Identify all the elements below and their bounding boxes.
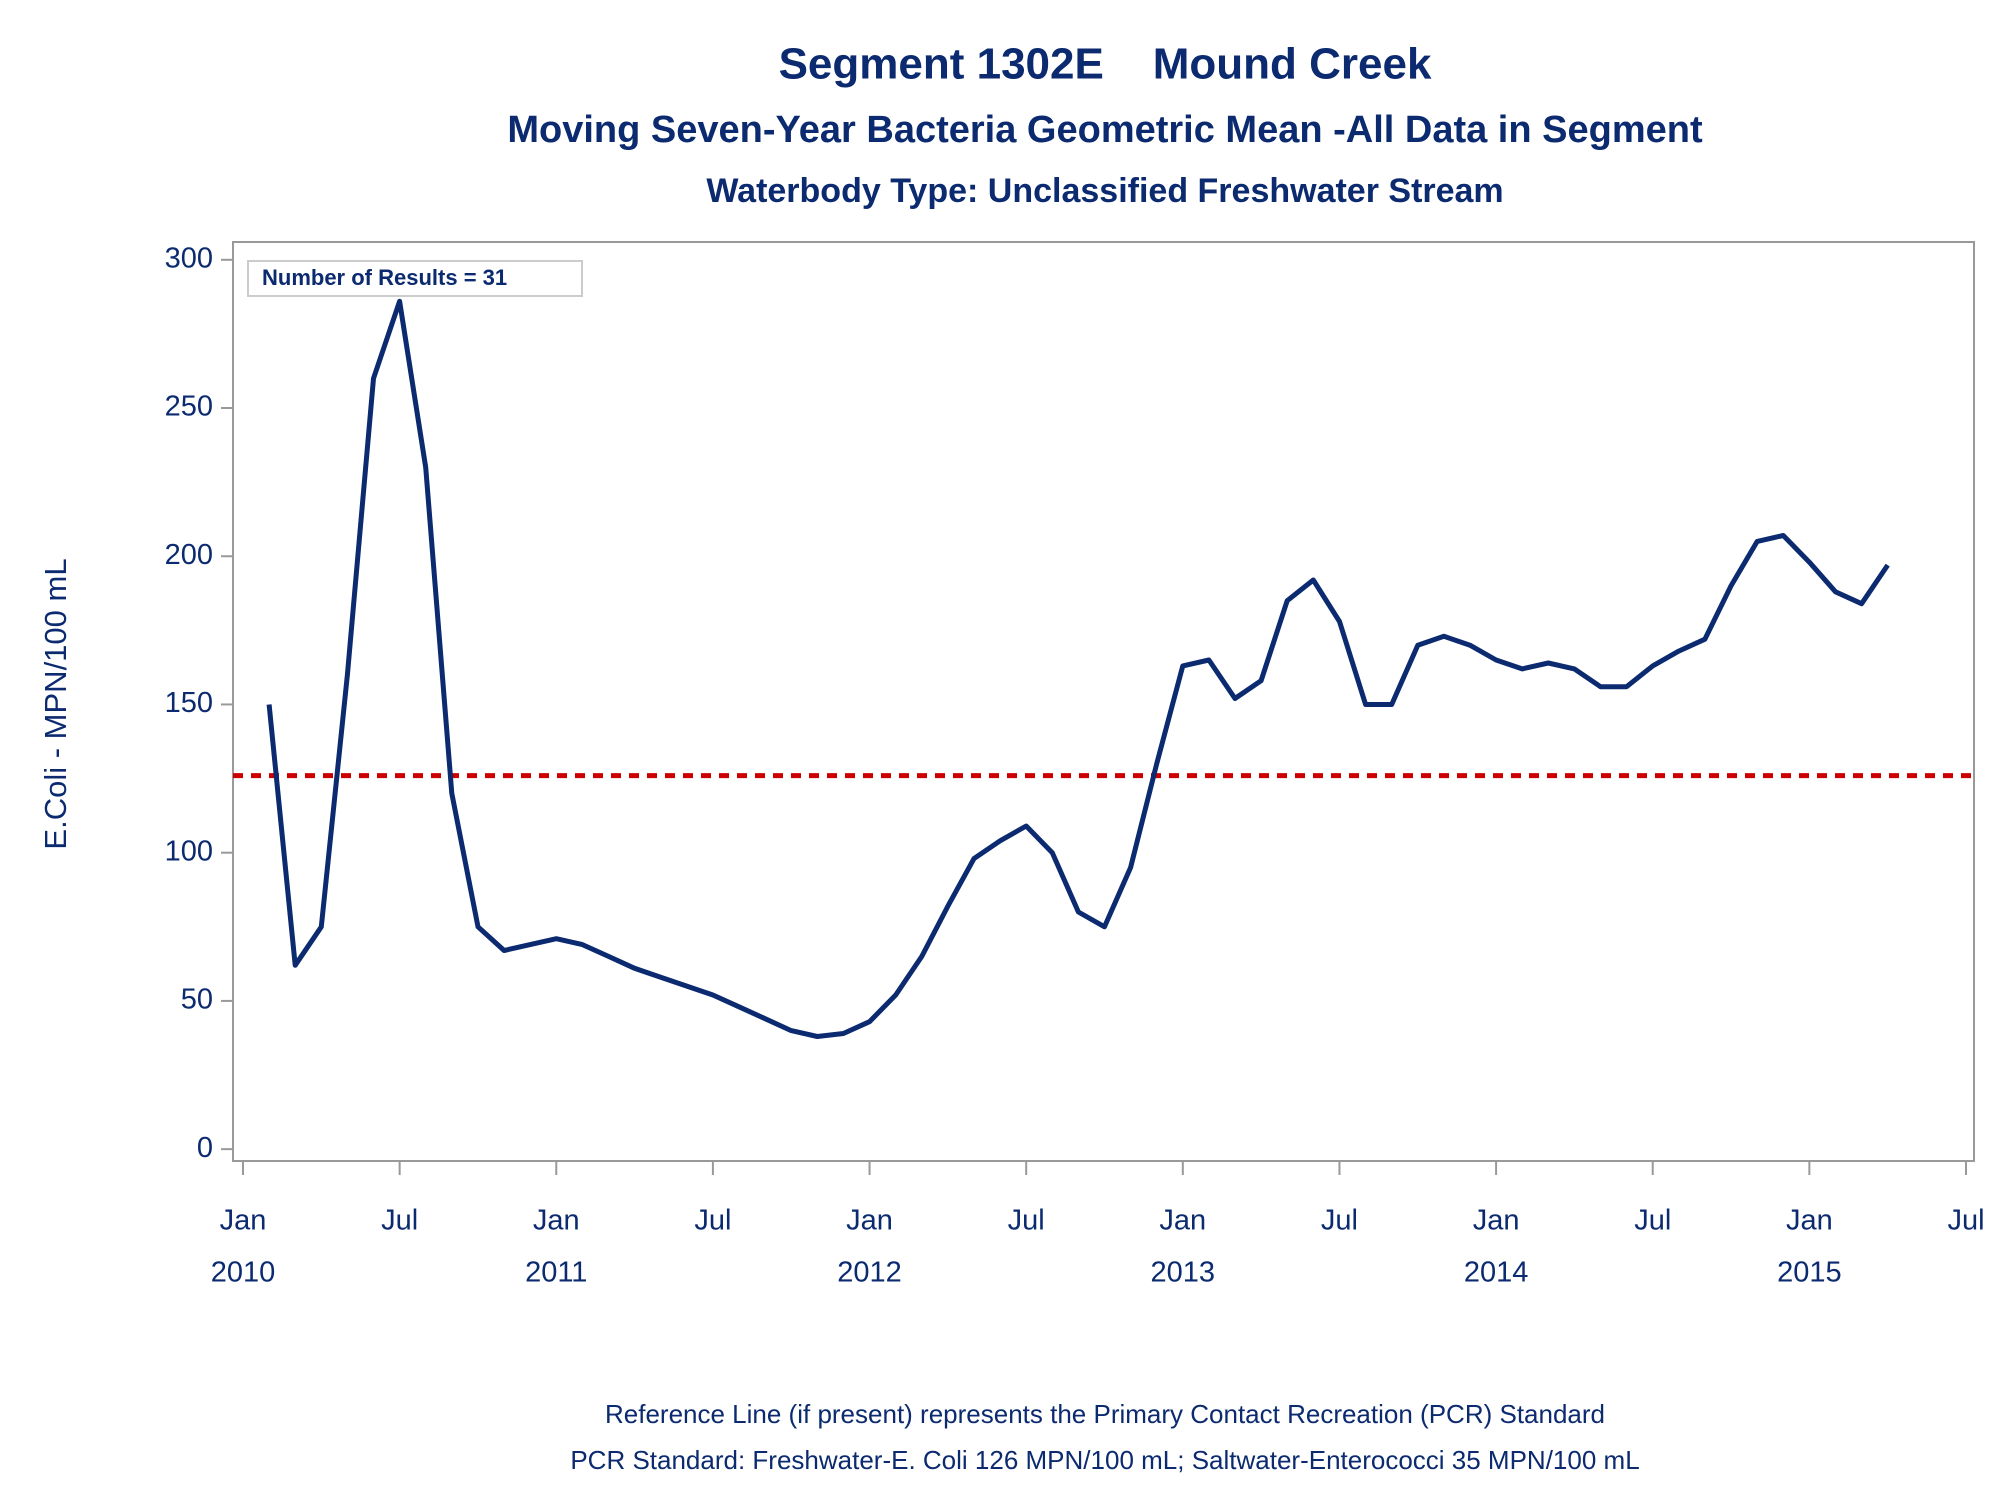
x-tick-label: Jul [1947, 1205, 1984, 1237]
chart-title: Segment 1302E Mound Creek [779, 40, 1432, 89]
y-tick-label: 200 [165, 539, 213, 571]
footnote: PCR Standard: Freshwater-E. Coli 126 MPN… [570, 1445, 1639, 1475]
y-tick-label: 250 [165, 391, 213, 423]
x-tick-label: Jan [220, 1205, 267, 1237]
plot-frame [232, 241, 1975, 1162]
x-tick-year: 2013 [1151, 1257, 1216, 1289]
x-tick-year: 2011 [525, 1257, 587, 1289]
x-tick-label: Jan [1159, 1205, 1206, 1237]
x-tick-year: 2014 [1464, 1257, 1529, 1289]
footnote: Reference Line (if present) represents t… [605, 1399, 1605, 1429]
chart-subtitle: Waterbody Type: Unclassified Freshwater … [706, 172, 1503, 210]
x-tick-year: 2012 [837, 1257, 902, 1289]
x-tick-label: Jul [1321, 1205, 1358, 1237]
x-tick-year: 2015 [1777, 1257, 1842, 1289]
x-tick-label: Jan [846, 1205, 893, 1237]
annotation: Number of Results = 31 [262, 265, 507, 290]
x-tick-year: 2010 [211, 1257, 276, 1289]
x-tick-label: Jan [533, 1205, 580, 1237]
y-tick-label: 50 [181, 984, 213, 1016]
chart-subtitle: Moving Seven-Year Bacteria Geometric Mea… [507, 109, 1703, 151]
annotation-box [247, 260, 583, 297]
data-line [266, 298, 1890, 1039]
y-tick-label: 100 [165, 835, 213, 867]
x-tick-label: Jan [1473, 1205, 1520, 1237]
y-tick-label: 300 [165, 242, 213, 274]
x-tick-label: Jul [1008, 1205, 1045, 1237]
y-tick-label: 0 [197, 1132, 213, 1164]
x-tick-label: Jul [1634, 1205, 1671, 1237]
x-tick-label: Jul [381, 1205, 418, 1237]
y-tick-label: 150 [165, 687, 213, 719]
x-tick-label: Jan [1786, 1205, 1833, 1237]
x-tick-label: Jul [694, 1205, 731, 1237]
y-axis-label: E.Coli - MPN/100 mL [38, 558, 73, 849]
